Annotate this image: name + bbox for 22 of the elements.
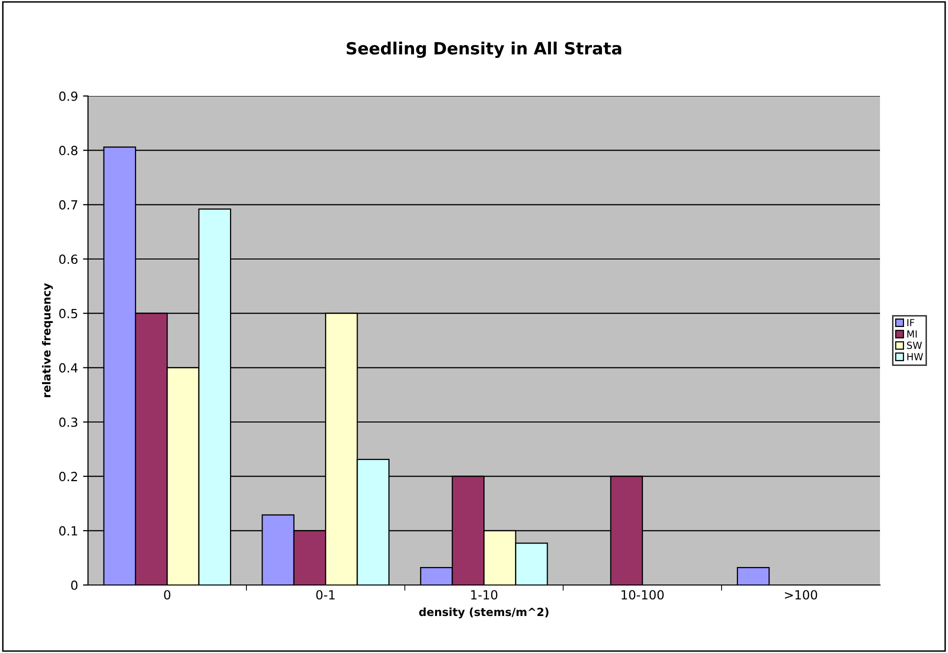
x-tick-label: 10-100 bbox=[622, 590, 664, 600]
x-tick-label: >100 bbox=[784, 590, 818, 600]
y-tick-label: 0.1 bbox=[59, 526, 78, 536]
legend-label: HW bbox=[907, 353, 923, 360]
y-tick-label: 0.6 bbox=[59, 254, 78, 264]
y-tick-label: 0.3 bbox=[59, 417, 78, 427]
y-tick-label: 0.8 bbox=[59, 146, 78, 156]
x-axis-title: density (stems/m^2) bbox=[419, 608, 548, 618]
y-axis-title: relative frequency bbox=[42, 283, 53, 398]
x-tick-label: 0 bbox=[164, 590, 170, 600]
y-tick-label: 0.9 bbox=[59, 91, 78, 101]
x-tick-label: 1-10 bbox=[471, 590, 498, 600]
legend-label: SW bbox=[907, 342, 922, 349]
y-tick-label: 0.4 bbox=[59, 363, 78, 373]
y-tick-label: 0 bbox=[71, 580, 78, 590]
chart-title: Seedling Density in All Strata bbox=[346, 42, 622, 58]
legend-label: MI bbox=[907, 330, 917, 338]
y-tick-label: 0.7 bbox=[59, 200, 78, 210]
legend-label: IF bbox=[907, 319, 914, 326]
y-tick-label: 0.2 bbox=[59, 472, 78, 482]
x-tick-label: 0-1 bbox=[316, 590, 335, 600]
y-tick-label: 0.5 bbox=[59, 308, 78, 318]
